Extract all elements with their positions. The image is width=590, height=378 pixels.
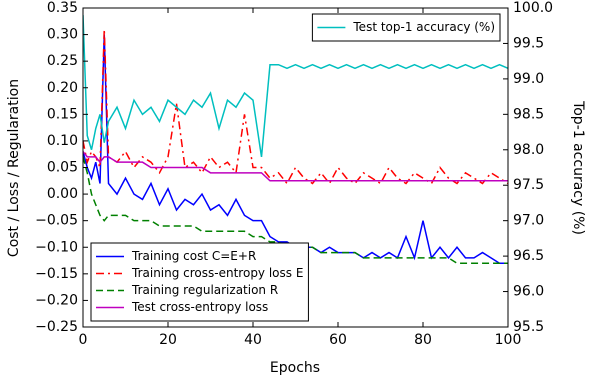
y-tick-label: 0.20 [47, 80, 78, 96]
legend-label: Training cross-entropy loss E [131, 266, 303, 280]
series-line [83, 15, 508, 157]
x-tick-label: 100 [495, 332, 522, 348]
y-tick-label: 0.15 [47, 106, 78, 122]
y2-tick-label: 99.5 [513, 35, 544, 51]
y2-tick-label: 98.0 [513, 142, 544, 158]
y2-tick-label: 95.5 [513, 319, 544, 335]
y2-tick-label: 96.0 [513, 284, 544, 300]
y-tick-label: −0.25 [35, 319, 78, 335]
series-line [83, 151, 508, 182]
y-tick-label: 0.00 [47, 186, 78, 202]
legend: Training cost C=E+R Training cross-entrop… [90, 242, 309, 322]
y2-axis-label: Top-1 accuracy (%) [570, 100, 586, 235]
y2-tick-label: 100.0 [513, 0, 553, 16]
legend-box [90, 242, 309, 322]
x-tick-label: 40 [244, 332, 262, 348]
y-axis-label: Cost / Loss / Regularation [6, 79, 22, 257]
legend-label: Training regularization R [131, 283, 278, 297]
x-tick-label: 60 [329, 332, 347, 348]
y-tick-label: 0.10 [47, 133, 78, 149]
legend-box [311, 13, 501, 42]
y-tick-label: −0.05 [35, 213, 78, 229]
y2-tick-label: 97.0 [513, 213, 544, 229]
legend-label: Training cost C=E+R [131, 249, 256, 263]
legend-label: Test top-1 accuracy (%) [352, 20, 495, 34]
y2-tick-label: 96.5 [513, 248, 544, 264]
y-tick-label: 0.35 [47, 0, 78, 16]
y2-tick-label: 98.5 [513, 106, 544, 122]
legend: Test top-1 accuracy (%) [311, 13, 501, 42]
y-tick-label: −0.20 [35, 292, 78, 308]
series-line [83, 34, 508, 264]
x-tick-label: 0 [79, 332, 88, 348]
x-axis-label: Epochs [270, 360, 320, 376]
series-line [83, 29, 508, 185]
x-tick-label: 80 [414, 332, 432, 348]
y2-tick-label: 99.0 [513, 71, 544, 87]
y2-tick-label: 97.5 [513, 177, 544, 193]
y-tick-label: 0.05 [47, 160, 78, 176]
legend-label: Test cross-entropy loss [131, 300, 268, 314]
y-tick-label: 0.30 [47, 27, 78, 43]
plot-area [83, 15, 508, 264]
y-tick-label: −0.10 [35, 239, 78, 255]
y-tick-label: 0.25 [47, 53, 78, 69]
y-tick-label: −0.15 [35, 266, 78, 282]
x-tick-label: 20 [159, 332, 177, 348]
